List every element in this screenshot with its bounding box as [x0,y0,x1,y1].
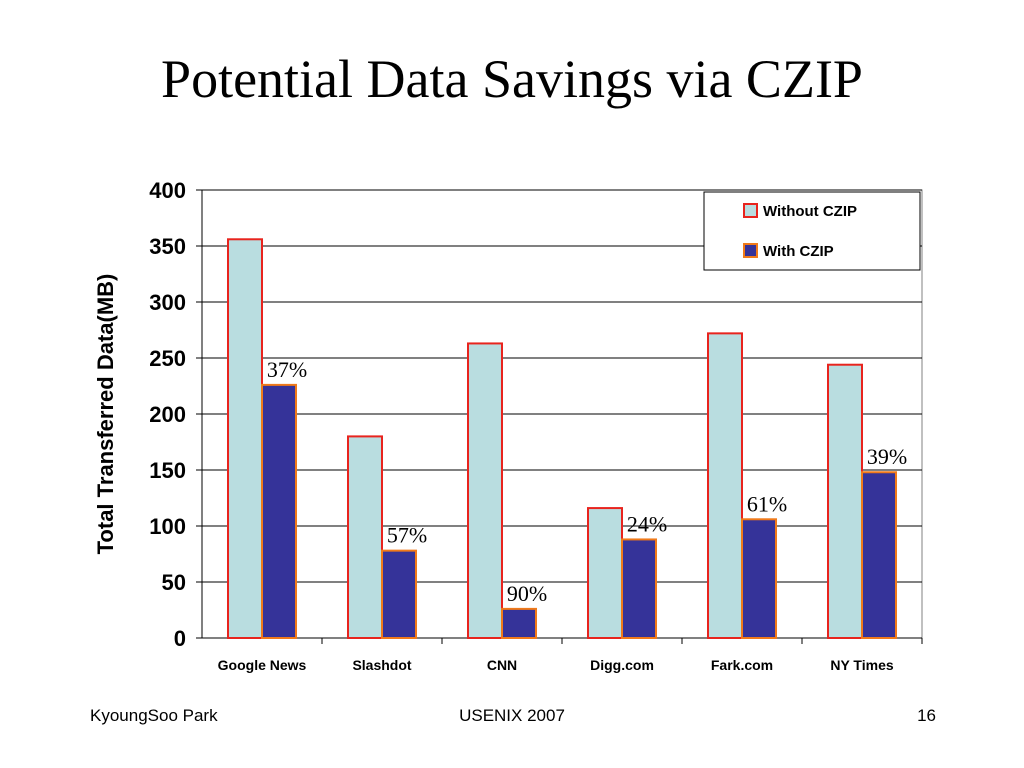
savings-annotation: 24% [627,511,667,536]
y-tick-label: 400 [149,178,186,203]
y-tick-label: 200 [149,402,186,427]
footer-author: KyoungSoo Park [90,706,218,725]
y-tick-label: 50 [162,570,186,595]
y-axis-label: Total Transferred Data(MB) [93,274,118,555]
footer-conference: USENIX 2007 [459,706,565,725]
bar-without-czip [827,363,863,639]
slide-title: Potential Data Savings via CZIP [161,49,863,109]
y-tick-label: 100 [149,514,186,539]
x-tick-label: Digg.com [590,657,654,673]
y-tick-label: 350 [149,234,186,259]
y-tick-label: 150 [149,458,186,483]
bar-without-czip [707,332,743,639]
bar-with-czip [381,549,417,640]
x-tick-label: Slashdot [352,657,411,673]
bar-without-czip [227,238,263,639]
savings-annotation: 90% [507,581,547,606]
x-tick-label: CNN [487,657,517,673]
x-tick-label: Google News [218,657,307,673]
bar-with-czip [501,607,537,640]
bar-without-czip [587,507,623,639]
x-tick-label: NY Times [830,657,894,673]
bar-with-czip [621,538,657,639]
savings-annotation: 39% [867,444,907,469]
bar-with-czip [261,383,297,639]
bar-without-czip [347,435,383,639]
legend-swatch [743,243,758,258]
footer-page-number: 16 [917,706,936,725]
legend-box [703,191,921,271]
savings-annotation: 61% [747,491,787,516]
bar-without-czip [467,342,503,639]
bar-with-czip [861,471,897,639]
legend-label: With CZIP [763,243,834,260]
x-tick-label: Fark.com [711,657,773,673]
legend-label: Without CZIP [763,203,857,220]
legend-swatch [743,203,758,218]
y-tick-label: 0 [174,626,186,651]
bar-chart: 0 50 100 150 200 250 300 350 400 Total Transferre… [93,178,923,673]
y-tick-label: 300 [149,290,186,315]
y-tick-label: 250 [149,346,186,371]
savings-annotation: 57% [387,523,427,548]
bar-with-czip [741,518,777,640]
savings-annotation: 37% [267,357,307,382]
